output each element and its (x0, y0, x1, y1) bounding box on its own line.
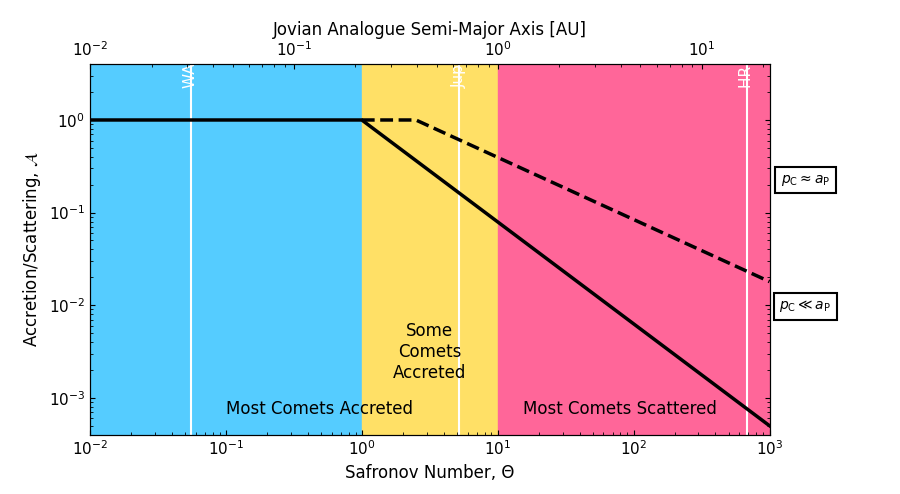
Text: Most Comets Accreted: Most Comets Accreted (226, 401, 413, 418)
Text: Some
Comets
Accreted: Some Comets Accreted (393, 322, 466, 381)
Text: $p_{\rm C} \ll a_{\rm P}$: $p_{\rm C} \ll a_{\rm P}$ (779, 298, 832, 314)
Bar (362, 64, 498, 435)
X-axis label: Jovian Analogue Semi-Major Axis [AU]: Jovian Analogue Semi-Major Axis [AU] (273, 21, 587, 39)
Text: $p_{\rm C} \approx a_{\rm P}$: $p_{\rm C} \approx a_{\rm P}$ (781, 173, 830, 188)
Bar (498, 64, 770, 435)
Bar (90, 64, 362, 435)
Text: HR 8799 b: HR 8799 b (739, 8, 754, 88)
Text: WASP-77 Ab: WASP-77 Ab (183, 0, 198, 88)
Y-axis label: Accretion/Scattering, $\mathcal{A}$: Accretion/Scattering, $\mathcal{A}$ (22, 152, 43, 347)
Text: Most Comets Scattered: Most Comets Scattered (524, 401, 717, 418)
X-axis label: Safronov Number, Θ: Safronov Number, Θ (345, 464, 515, 482)
Text: Jupiter: Jupiter (452, 38, 466, 88)
